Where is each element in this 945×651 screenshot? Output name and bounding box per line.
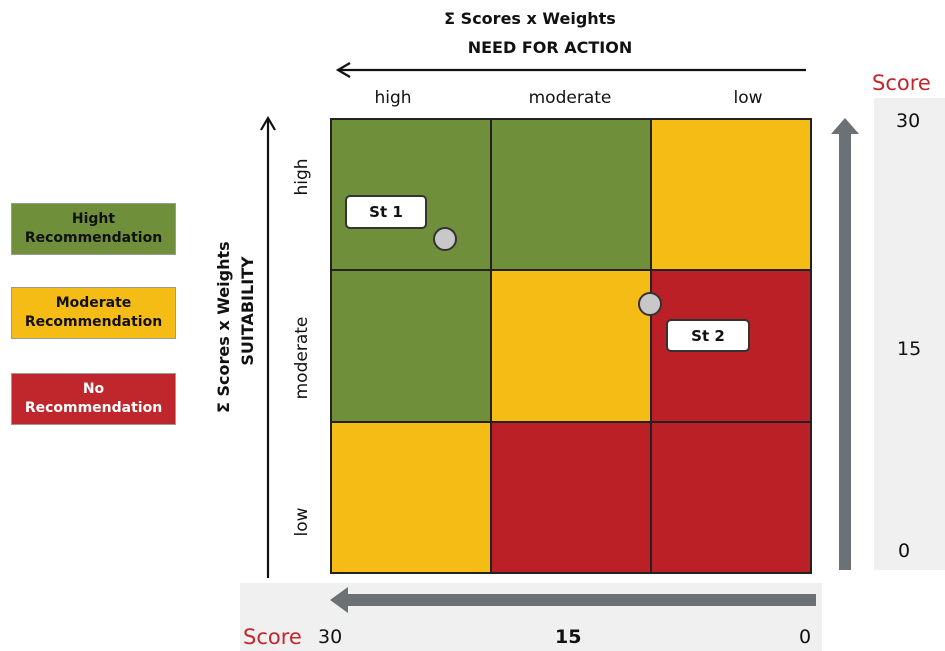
cell-moderate-moderate [491, 270, 651, 422]
left-axis-subtitle: SUITABILITY [238, 256, 257, 366]
top-axis-subtitle: NEED FOR ACTION [467, 38, 633, 57]
st1-label: St 1 [345, 195, 427, 229]
bottom-score-tick-0: 0 [799, 626, 812, 648]
right-score-tick-0: 0 [898, 540, 911, 562]
legend-no-recommendation: No Recommendation [11, 373, 176, 425]
st2-marker [638, 292, 662, 316]
cell-high-high [331, 119, 491, 271]
cell-moderate-high [331, 270, 491, 422]
bottom-score-tick-30: 30 [318, 626, 343, 648]
cell-low-low [651, 421, 811, 573]
row-label-low: low [292, 507, 312, 537]
bottom-score-arrow [330, 587, 816, 613]
right-score-tick-15: 15 [897, 338, 922, 360]
left-axis-title: Σ Scores x Weights [214, 241, 233, 413]
st2-label: St 2 [666, 319, 750, 352]
cell-low-moderate [491, 421, 651, 573]
cell-high-moderate [491, 119, 651, 271]
right-score-label: Score [872, 71, 931, 95]
bottom-score-label: Score [243, 625, 302, 649]
row-label-moderate: moderate [292, 316, 312, 400]
bottom-score-tick-15: 15 [555, 626, 582, 648]
column-label-moderate: moderate [528, 88, 612, 108]
legend-high-recommendation: Hight Recommendation [11, 203, 176, 255]
legend-moderate-recommendation: Moderate Recommendation [11, 287, 176, 339]
st1-marker [433, 227, 457, 251]
column-label-high: high [374, 88, 412, 108]
right-score-arrow [831, 118, 859, 570]
right-score-tick-30: 30 [896, 110, 921, 132]
cell-high-low [651, 119, 811, 271]
row-label-high: high [292, 158, 312, 196]
recommendation-matrix [330, 118, 812, 574]
top-axis-title: Σ Scores x Weights [444, 9, 616, 28]
cell-low-high [331, 421, 491, 573]
top-axis-arrow [335, 62, 806, 78]
left-axis-arrow [260, 115, 276, 578]
right-score-panel [874, 98, 945, 570]
column-label-low: low [733, 88, 763, 108]
